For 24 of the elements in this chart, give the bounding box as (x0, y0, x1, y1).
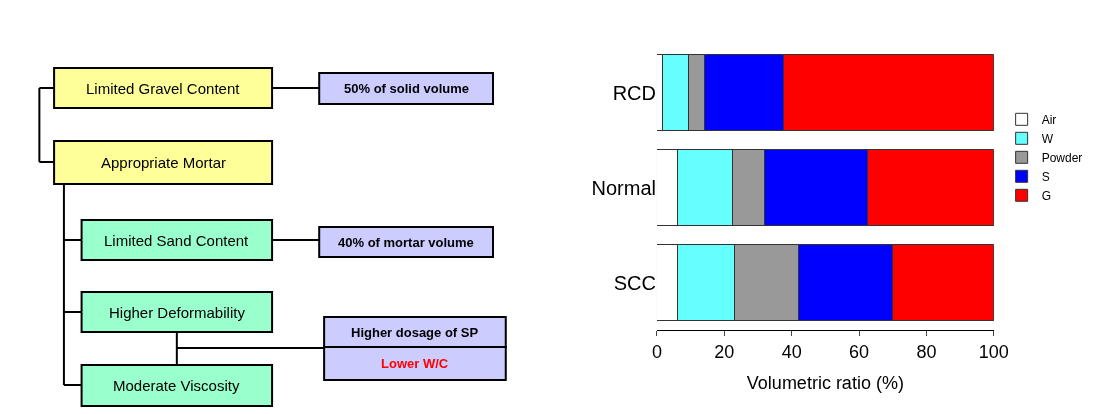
legend-label: G (1041, 189, 1051, 203)
text: Limited Sand Content (104, 232, 250, 249)
y-tick-label: Normal (591, 176, 656, 199)
text: Lower W/C (381, 356, 449, 371)
legend-label: Air (1041, 113, 1057, 127)
y-tick-label: SCC (613, 271, 656, 294)
text: Limited Gravel Content (86, 80, 241, 97)
y-tick-label: RCD (612, 81, 656, 104)
legend-label: Powder (1041, 151, 1083, 165)
x-tick-label: 20 (714, 341, 735, 362)
x-tick-label: 0 (651, 341, 662, 362)
text: 50% of solid volume (344, 81, 469, 96)
legend-label: S (1041, 170, 1050, 184)
text: 40% of mortar volume (338, 235, 474, 250)
text: Higher Deformability (109, 304, 246, 321)
x-axis-title: Volumetric ratio (%) (746, 372, 904, 393)
legend-label: W (1041, 132, 1054, 146)
text: Higher dosage of SP (351, 325, 479, 340)
x-tick-label: 40 (781, 341, 802, 362)
x-tick-label: 60 (849, 341, 870, 362)
text: Appropriate Mortar (101, 154, 227, 171)
text: Moderate Viscosity (113, 377, 240, 394)
x-tick-label: 80 (916, 341, 937, 362)
x-tick-label: 100 (978, 341, 1009, 362)
